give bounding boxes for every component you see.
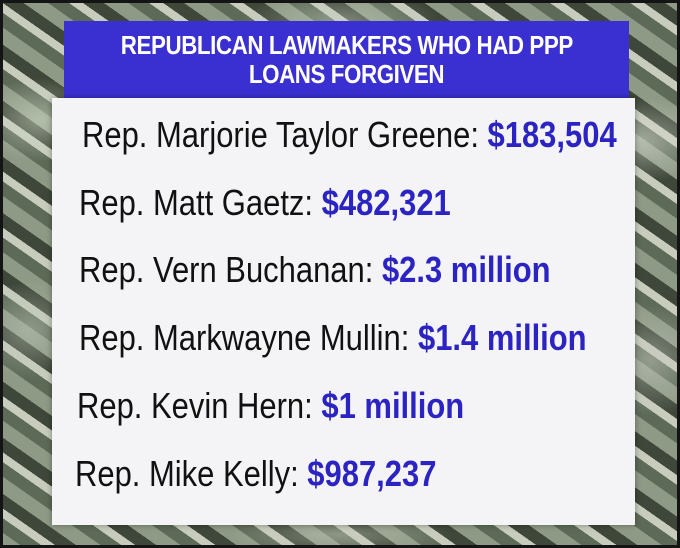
- list-item: Rep. Marjorie Taylor Greene: $183,504: [82, 114, 617, 156]
- loan-amount: $1 million: [321, 385, 465, 426]
- loan-amount: $2.3 million: [381, 249, 551, 290]
- list-item: Rep. Mike Kelly: $987,237: [75, 453, 436, 495]
- loan-amount: $1.4 million: [417, 317, 587, 358]
- loan-amount: $183,504: [487, 114, 617, 155]
- lawmaker-name: Rep. Kevin Hern:: [77, 385, 313, 426]
- list-item: Rep. Vern Buchanan: $2.3 million: [79, 249, 551, 291]
- lawmaker-name: Rep. Markwayne Mullin:: [79, 317, 410, 358]
- headline-line-2: LOANS FORGIVEN: [248, 58, 445, 89]
- lawmaker-name: Rep. Marjorie Taylor Greene:: [82, 114, 479, 155]
- list-item: Rep. Matt Gaetz: $482,321: [79, 182, 451, 224]
- loan-amount: $987,237: [307, 453, 437, 494]
- list-item: Rep. Kevin Hern: $1 million: [77, 385, 464, 427]
- lawmaker-list-panel: Rep. Marjorie Taylor Greene: $183,504 Re…: [52, 98, 635, 525]
- headline-banner: REPUBLICAN LAWMAKERS WHO HAD PPP LOANS F…: [64, 21, 629, 98]
- loan-amount: $482,321: [321, 182, 451, 223]
- list-item: Rep. Markwayne Mullin: $1.4 million: [79, 317, 587, 359]
- lawmaker-name: Rep. Mike Kelly:: [75, 453, 299, 494]
- lawmaker-name: Rep. Vern Buchanan:: [79, 249, 374, 290]
- lawmaker-name: Rep. Matt Gaetz:: [79, 182, 314, 223]
- headline-line-1: REPUBLICAN LAWMAKERS WHO HAD PPP: [120, 29, 573, 60]
